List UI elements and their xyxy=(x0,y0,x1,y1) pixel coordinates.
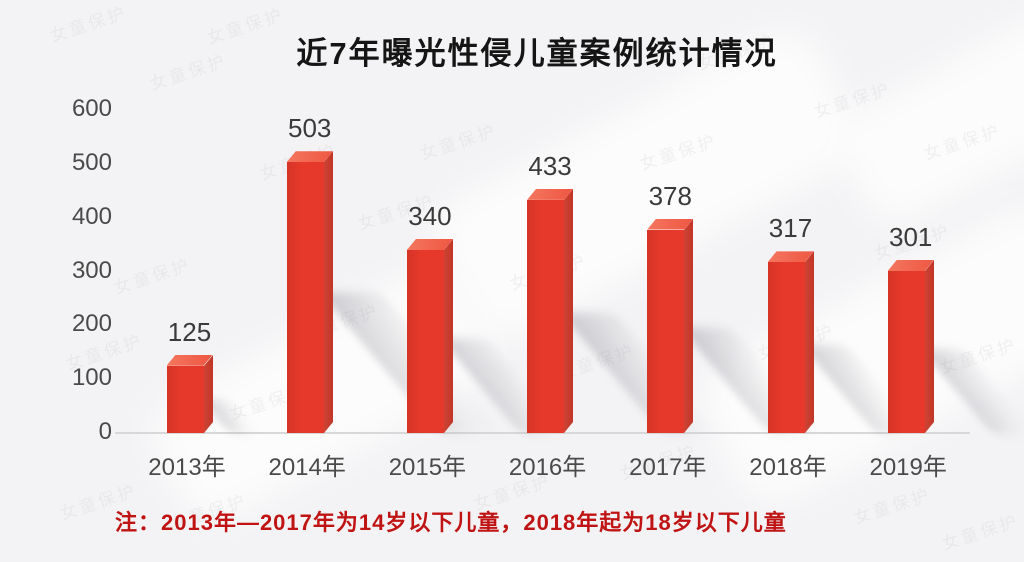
bar-front-face xyxy=(286,162,324,433)
y-axis-tick-label: 300 xyxy=(71,256,112,284)
x-axis-tick-label: 2014年 xyxy=(268,454,346,481)
bar-top-face xyxy=(286,151,333,163)
bar-value-label: 125 xyxy=(167,316,212,347)
bar-top-face xyxy=(767,251,814,263)
bar-top-face xyxy=(527,188,574,200)
bar-side-face xyxy=(203,354,213,433)
x-axis-tick-label: 2018年 xyxy=(749,454,827,481)
bar-side-face xyxy=(564,188,574,433)
chart-title: 近7年曝光性侵儿童案例统计情况 xyxy=(296,36,778,71)
bar-side-face xyxy=(804,251,814,433)
bar-value-label: 317 xyxy=(768,213,813,244)
y-axis-tick-label: 200 xyxy=(71,310,112,338)
x-axis-tick-label: 2019年 xyxy=(869,454,947,481)
bar-side-face xyxy=(323,151,333,433)
bar-top-face xyxy=(887,259,934,271)
bar-front-face xyxy=(647,229,685,433)
bar-value-label: 378 xyxy=(648,180,692,211)
bar-front-face xyxy=(166,365,204,433)
bar-shadow xyxy=(920,348,1024,433)
y-axis-tick-label: 500 xyxy=(71,148,112,176)
bar-front-face xyxy=(527,199,565,433)
bar-value-label: 340 xyxy=(408,200,452,231)
bar-front-face xyxy=(887,270,925,433)
bar-value-label: 503 xyxy=(287,113,332,144)
bar-value-label: 301 xyxy=(888,221,933,252)
x-axis-tick-label: 2016年 xyxy=(508,454,587,481)
y-axis-tick-label: 600 xyxy=(71,94,112,122)
bar-value-label: 433 xyxy=(528,150,572,181)
y-axis-tick-label: 0 xyxy=(98,417,112,445)
axis-baseline xyxy=(115,432,970,434)
bar-front-face xyxy=(406,249,444,433)
x-axis-tick-label: 2017年 xyxy=(629,454,707,481)
x-axis-tick-label: 2015年 xyxy=(388,454,467,481)
bar-top-face xyxy=(166,354,213,366)
bar-front-face xyxy=(767,262,805,433)
bar-top-face xyxy=(647,218,694,230)
x-axis-tick-label: 2013年 xyxy=(148,454,226,481)
bar-side-face xyxy=(684,218,694,433)
bar-side-face xyxy=(443,238,453,433)
y-axis-tick-label: 100 xyxy=(71,364,112,392)
chart-note: 注：2013年—2017年为14岁以下儿童，2018年起为18岁以下儿童 xyxy=(115,510,787,535)
y-axis-tick-label: 400 xyxy=(71,202,112,230)
bar-top-face xyxy=(406,238,453,250)
bar-side-face xyxy=(924,259,934,433)
